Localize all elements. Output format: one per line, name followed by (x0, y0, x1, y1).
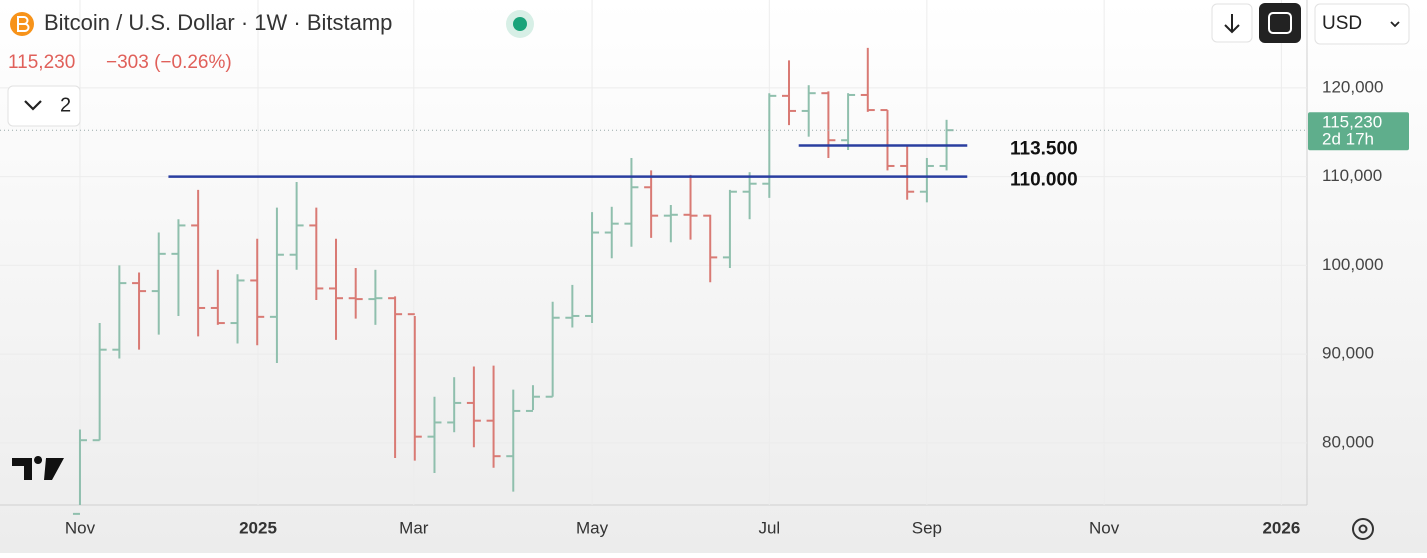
last-price: 115,230 (8, 52, 75, 73)
x-tick-label: Sep (912, 518, 942, 537)
symbol-title: Bitcoin / U.S. Dollar · 1W · Bitstamp (44, 10, 392, 35)
marks (72, 47, 954, 515)
y-tick-label: 100,000 (1322, 255, 1383, 274)
fullscreen-button[interactable] (1259, 3, 1301, 43)
x-tick-label: Jul (758, 518, 780, 537)
bitcoin-glyph (17, 16, 30, 32)
countdown: 2d 17h (1322, 130, 1374, 149)
x-tick-label: May (576, 518, 609, 537)
last-price-label: 115,230 (1322, 113, 1382, 132)
price-change: −303 (−0.26%) (106, 52, 232, 73)
x-tick-label: 2026 (1262, 518, 1300, 537)
select-chevron (1390, 21, 1400, 28)
tradingview-logo (12, 456, 64, 480)
settings-icon[interactable] (1352, 518, 1374, 540)
indicators-toggle[interactable] (7, 85, 81, 127)
y-tick-label: 120,000 (1322, 77, 1383, 96)
download-icon (1224, 14, 1240, 34)
x-tick-label: Nov (1089, 518, 1120, 537)
overlay: Bitcoin / U.S. Dollar · 1W · Bitstamp 11… (0, 3, 1410, 540)
market-status (513, 17, 527, 31)
chevron-icon (24, 100, 42, 111)
x-tick-label: Nov (65, 518, 96, 537)
x-tick-label: Mar (399, 518, 429, 537)
settings-icon-core (1358, 524, 1368, 534)
last-price-box (1308, 112, 1409, 151)
x-tick-label: 2025 (239, 518, 277, 537)
fullscreen-icon (1268, 12, 1292, 34)
y-tick-label: 90,000 (1322, 344, 1374, 363)
y-tick-label: 80,000 (1322, 432, 1374, 451)
y-tick-label: 110,000 (1322, 166, 1382, 185)
currency: USD (1322, 13, 1362, 34)
indicators-count: 2 (60, 94, 71, 116)
level-label: 113.500 (1010, 139, 1078, 160)
currency-select[interactable] (1314, 3, 1410, 45)
level-label: 110.000 (1010, 170, 1078, 191)
